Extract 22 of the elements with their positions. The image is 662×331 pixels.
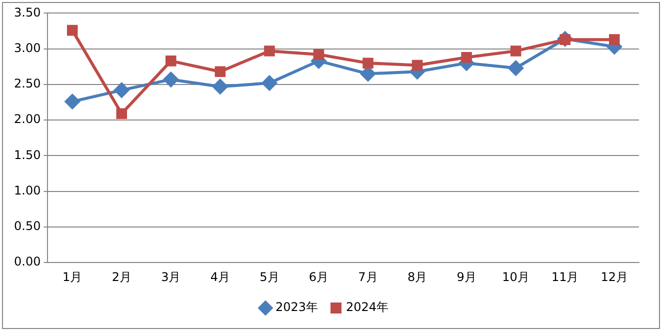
x-tick-label: 6月 <box>308 270 329 284</box>
x-tick-label: 9月 <box>456 270 476 284</box>
x-tick-label: 5月 <box>260 270 280 284</box>
x-tick-label: 2月 <box>112 270 132 284</box>
x-tick-label: 3月 <box>161 270 181 284</box>
y-tick-label: 1.50 <box>14 148 41 162</box>
x-tick-label: 4月 <box>210 270 230 284</box>
y-tick-label: 2.50 <box>14 76 41 91</box>
y-tick-label: 2.00 <box>14 112 41 126</box>
legend-label: 2023年 <box>275 300 318 314</box>
y-tick-label: 0.50 <box>14 219 41 234</box>
legend-label: 2024年 <box>346 300 389 314</box>
x-tick-label: 7月 <box>358 270 378 284</box>
y-tick-label: 1.00 <box>14 183 41 198</box>
x-tick-label: 10月 <box>502 270 530 284</box>
y-tick-label: 3.50 <box>14 5 41 20</box>
y-tick-label: 0.00 <box>14 254 41 269</box>
x-tick-label: 8月 <box>407 270 428 284</box>
y-tick-label: 3.00 <box>14 40 41 55</box>
x-tick-label: 12月 <box>600 270 628 284</box>
x-tick-label: 11月 <box>551 270 579 284</box>
x-tick-label: 1月 <box>62 270 82 284</box>
